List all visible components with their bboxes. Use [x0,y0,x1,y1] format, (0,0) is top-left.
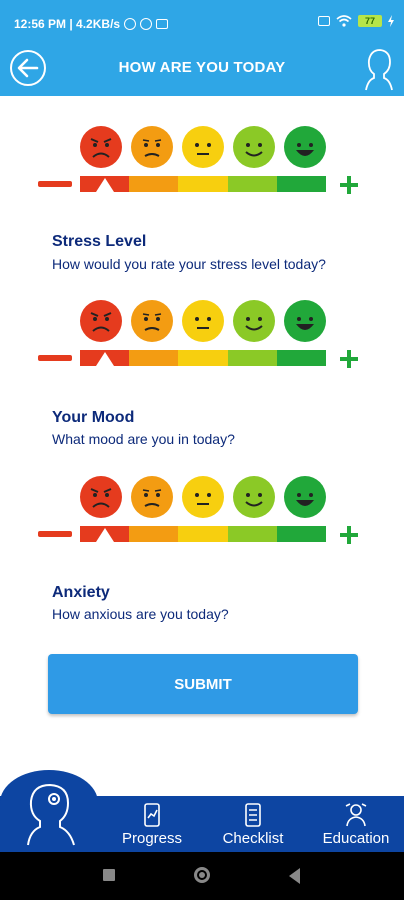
happy-face-icon[interactable] [284,476,326,518]
rating-segment[interactable] [227,350,277,366]
checklist-icon [245,803,261,827]
smile-face-icon[interactable] [233,476,275,518]
sad-face-icon[interactable] [131,300,173,342]
system-back-button[interactable] [289,868,300,884]
profile-button[interactable] [362,46,394,92]
rating-segment[interactable] [178,350,228,366]
rating-slider-handle[interactable] [96,178,114,192]
home-avatar-button[interactable] [0,770,98,852]
question-title-mood: Your Mood [52,409,135,426]
system-navigation-bar [0,852,404,900]
rating-segment[interactable] [129,176,179,192]
progress-icon [144,803,160,827]
question-title-stress: Stress Level [52,233,147,250]
page-title: HOW ARE YOU TODAY [118,59,286,76]
rating-segment[interactable] [227,176,277,192]
nav-checklist[interactable]: Checklist [216,800,290,850]
happy-face-icon[interactable] [284,300,326,342]
decrease-mood-button[interactable] [38,355,72,361]
nav-education[interactable]: Education [314,800,398,850]
rating-color-bar[interactable] [80,176,327,192]
rating-segment[interactable] [276,176,327,192]
recent-apps-button[interactable] [103,869,115,881]
rating-segment[interactable] [227,526,277,542]
rating-segment[interactable] [276,350,327,366]
app-header: HOW ARE YOU TODAY [0,44,404,96]
increase-stress-button[interactable] [340,176,358,194]
back-button[interactable] [10,50,46,86]
neutral-face-icon[interactable] [182,300,224,342]
question-text-stress: How would you rate your stress level tod… [52,256,326,272]
decrease-anxiety-button[interactable] [38,531,72,537]
nav-progress-label: Progress [121,830,183,847]
rating-segment[interactable] [178,526,228,542]
rating-color-bar[interactable] [80,350,327,366]
rating-segment[interactable] [276,526,327,542]
sad-face-icon[interactable] [131,476,173,518]
rating-segment[interactable] [129,350,179,366]
rating-slider-handle[interactable] [96,352,114,366]
arrow-left-icon [17,58,39,78]
status-bar: 12:56 PM | 4.2KB/s 77 [0,0,404,44]
alarm-icon [124,18,137,30]
rating-segment[interactable] [178,176,228,192]
face-row [80,476,326,520]
smile-face-icon[interactable] [233,300,275,342]
increase-anxiety-button[interactable] [340,526,358,544]
home-button[interactable] [194,867,210,883]
battery-level: 77 [364,16,375,26]
rating-slider-handle[interactable] [96,528,114,542]
smile-face-icon[interactable] [233,126,275,168]
increase-mood-button[interactable] [340,350,358,368]
wifi-icon [336,15,352,27]
face-row [80,126,326,170]
rating-color-bar[interactable] [80,526,327,542]
sad-face-icon[interactable] [131,126,173,168]
neutral-face-icon[interactable] [182,476,224,518]
decrease-stress-button[interactable] [38,181,72,187]
happy-face-icon[interactable] [284,126,326,168]
neutral-face-icon[interactable] [182,126,224,168]
charging-icon [388,15,394,27]
person-head-icon [27,783,75,846]
question-text-anxiety: How anxious are you today? [52,606,229,622]
education-icon [345,803,367,827]
very-sad-face-icon[interactable] [80,476,122,518]
face-row [80,300,326,344]
message-icon [156,19,169,29]
nav-education-label: Education [322,830,390,847]
nav-checklist-label: Checklist [222,830,284,847]
very-sad-face-icon[interactable] [80,126,122,168]
rating-segment[interactable] [129,526,179,542]
question-title-anxiety: Anxiety [52,584,110,601]
very-sad-face-icon[interactable] [80,300,122,342]
sync-icon [140,18,153,30]
battery-icon: 77 [358,15,382,27]
submit-button[interactable]: SUBMIT [48,654,358,714]
nav-progress[interactable]: Progress [116,800,188,850]
status-time: 12:56 PM | 4.2KB/s [14,17,121,31]
question-text-mood: What mood are you in today? [52,431,235,447]
sim-icon [318,16,330,26]
user-profile-icon [365,49,393,91]
